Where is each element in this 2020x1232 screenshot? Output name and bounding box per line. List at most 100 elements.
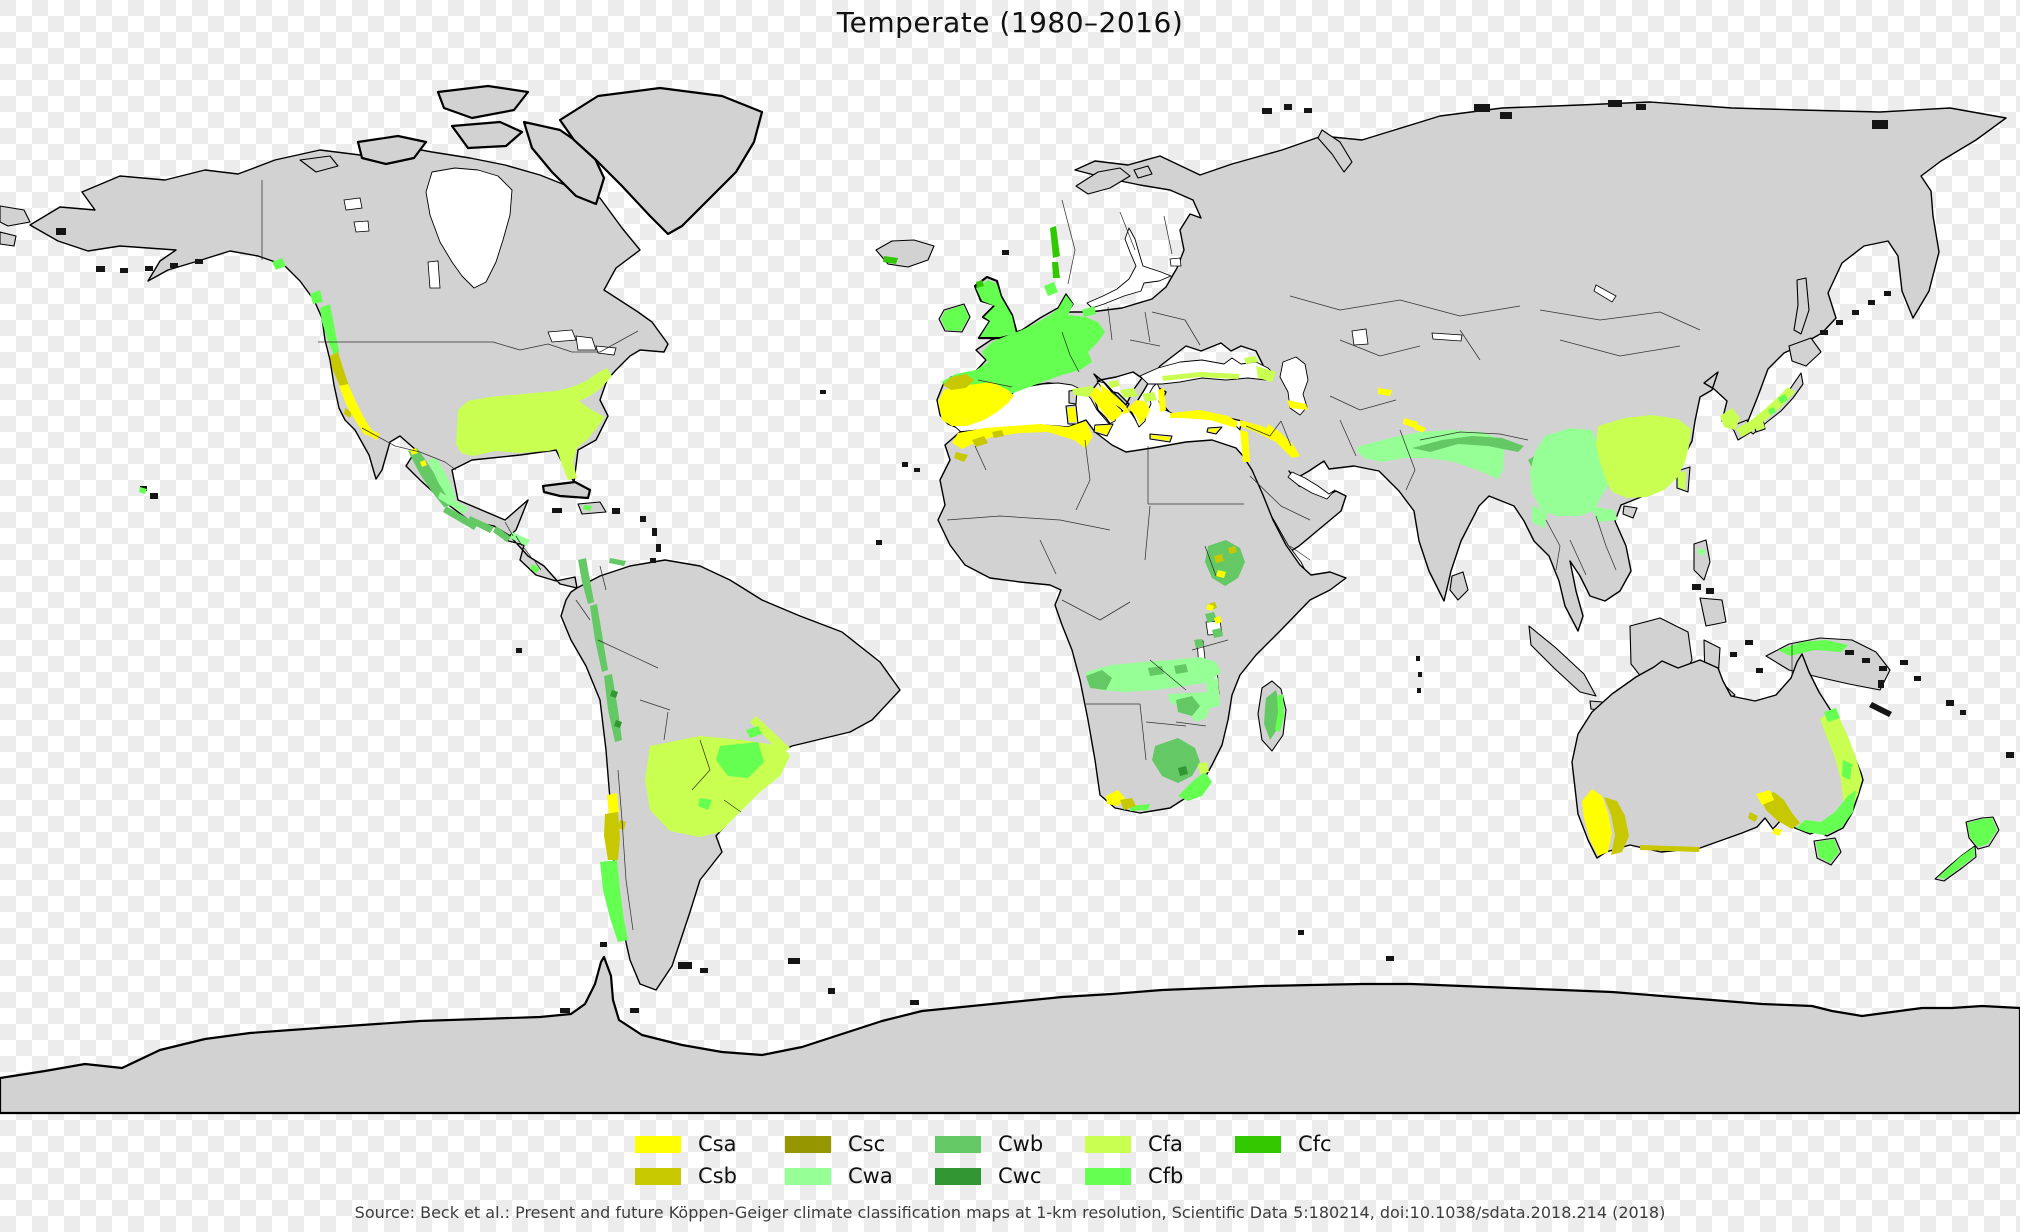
legend: Csa Csb Csc Cwa Cwb Cwc Cfa Cfb Cfc: [0, 1128, 2020, 1192]
persian-gulf: [1287, 471, 1336, 500]
legend-swatch-csc: [785, 1135, 831, 1153]
climate-csb-southwest-australia: [1604, 797, 1629, 855]
climate-cfb-madagascar-east: [1275, 694, 1284, 732]
climate-cfb-tasmania-nz: [1816, 818, 1997, 879]
climate-cfa-southeast-us: [456, 368, 612, 480]
climate-cfb-great-britain: [976, 280, 1016, 337]
arctic-islands: [299, 84, 606, 206]
climate-csa-greece-aegean: [1128, 400, 1171, 441]
climate-csb-south-australia: [1640, 792, 1800, 852]
legend-grid: Csa Csb Csc Cwa Cwb Cwc Cfa Cfb Cfc: [635, 1128, 1385, 1192]
climate-csa-italy-adriatic: [1067, 384, 1130, 435]
climate-csa-california: [339, 384, 380, 440]
baltic-sea: [1086, 227, 1172, 309]
climate-cfb-south-brazil: [698, 726, 764, 810]
climate-csa-maghreb: [952, 421, 1093, 449]
climate-cfb-west-europe: [941, 295, 1105, 402]
source-citation: Source: Beck et al.: Present and future …: [354, 1203, 1666, 1222]
legend-label-cwa: Cwa: [848, 1163, 893, 1188]
climate-csa-chile: [607, 793, 619, 814]
climate-cfb-south-africa-coast: [1130, 772, 1212, 811]
landmass-sakhalin: [1793, 277, 1810, 335]
climate-cwc-lesotho: [1178, 766, 1188, 776]
climate-cfb-norway-denmark: [1044, 282, 1096, 317]
climate-cwb-mexico-highlands: [408, 448, 511, 542]
climate-cfb-south-chile: [600, 860, 628, 942]
climate-cwa-south-china-sea-belt: [1530, 428, 1618, 528]
legend-item-cfa: Cfa: [1085, 1128, 1235, 1160]
great-lakes: [547, 329, 617, 356]
climate-csa-iran: [1266, 388, 1426, 458]
landmass-hokkaido: [1788, 337, 1822, 367]
eurasia-arctic-islands: [1075, 100, 1888, 195]
legend-swatch-cwb: [935, 1135, 981, 1153]
legend-item-cwc: Cwc: [935, 1160, 1085, 1192]
landmass-greenland: [558, 86, 764, 236]
landmass-sri-lanka: [1449, 571, 1469, 601]
legend-label-csb: Csb: [698, 1163, 737, 1188]
legend-item-cfb: Cfb: [1085, 1160, 1235, 1192]
legend-swatch-cwa: [785, 1167, 831, 1185]
legend-swatch-csa: [635, 1135, 681, 1153]
legend-item-csa: Csa: [635, 1128, 785, 1160]
climate-cfb-honshu-specks: [1768, 394, 1788, 415]
climate-regions: [139, 226, 1997, 942]
climate-cfa-china: [1596, 415, 1691, 498]
climate-csa-south-australia: [1756, 790, 1782, 836]
landmass-iceland: [875, 239, 935, 268]
climate-cwb-southern-africa: [1086, 664, 1200, 783]
legend-label-csa: Csa: [698, 1131, 737, 1156]
climate-cwb-himalaya: [1412, 436, 1524, 452]
climate-csb-nw-iberia: [943, 374, 974, 390]
climate-csa-turkey-levant: [1158, 388, 1280, 462]
legend-item-cwa: Cwa: [785, 1160, 935, 1192]
legend-label-cwc: Cwc: [998, 1163, 1042, 1188]
climate-csa-iberia: [938, 382, 1014, 426]
climate-csb-atlas: [954, 430, 1004, 462]
climate-cwb-ethiopia: [1194, 540, 1245, 648]
legend-swatch-csb: [635, 1167, 681, 1185]
climate-csb-east-africa-specks: [1208, 546, 1237, 610]
map-title: Temperate (1980–2016): [836, 6, 1184, 39]
climate-csb-cape: [1120, 798, 1136, 810]
legend-label-cfb: Cfb: [1148, 1163, 1184, 1188]
climate-csa-southwest-australia: [1582, 789, 1612, 856]
legend-label-cwb: Cwb: [998, 1131, 1044, 1156]
climate-cfb-australia-southeast: [1796, 708, 1856, 835]
climate-cfa-black-sea-caucasus: [1162, 356, 1276, 382]
landmass-antarctica: [0, 955, 2020, 1115]
hudson-bay: [425, 167, 513, 289]
country-borders: [261, 180, 1793, 931]
legend-item-csb: Csb: [635, 1160, 785, 1192]
caribbean-islands: [541, 480, 661, 563]
climate-cfa-australia-east: [1820, 713, 1862, 810]
legend-swatch-cfb: [1085, 1167, 1131, 1185]
climate-cfa-po-valley-balkans: [1072, 380, 1157, 402]
climate-cwc-andes-specks: [610, 690, 622, 728]
climate-cfb-new-guinea: [1778, 640, 1848, 656]
climate-csa-africa-specks: [1206, 570, 1226, 624]
legend-swatch-cfc: [1235, 1135, 1281, 1153]
legend-swatch-cwc: [935, 1167, 981, 1185]
climate-cfa-korea-japan: [1678, 387, 1795, 490]
legend-label-cfa: Cfa: [1148, 1131, 1183, 1156]
canadian-lakes: [343, 197, 441, 289]
landmass-africa: [937, 419, 1347, 814]
landmass-eurasia: [936, 101, 2007, 632]
climate-cfb-ireland: [941, 305, 969, 331]
legend-item-cfc: Cfc: [1235, 1128, 1385, 1160]
climate-csa-cape: [1106, 790, 1125, 806]
legend-item-cwb: Cwb: [935, 1128, 1085, 1160]
climate-cfa-natal: [1198, 762, 1209, 774]
climate-csb-chile: [604, 812, 626, 860]
landmasses: [0, 84, 2020, 1115]
asian-lakes: [1169, 257, 1617, 346]
climate-cfb-pacific-northwest: [272, 258, 339, 356]
legend-label-csc: Csc: [848, 1131, 886, 1156]
legend-swatch-cfa: [1085, 1135, 1131, 1153]
climate-csa-mexico-specks: [410, 448, 427, 467]
legend-item-csc: Csc: [785, 1128, 935, 1160]
legend-label-cfc: Cfc: [1298, 1131, 1332, 1156]
